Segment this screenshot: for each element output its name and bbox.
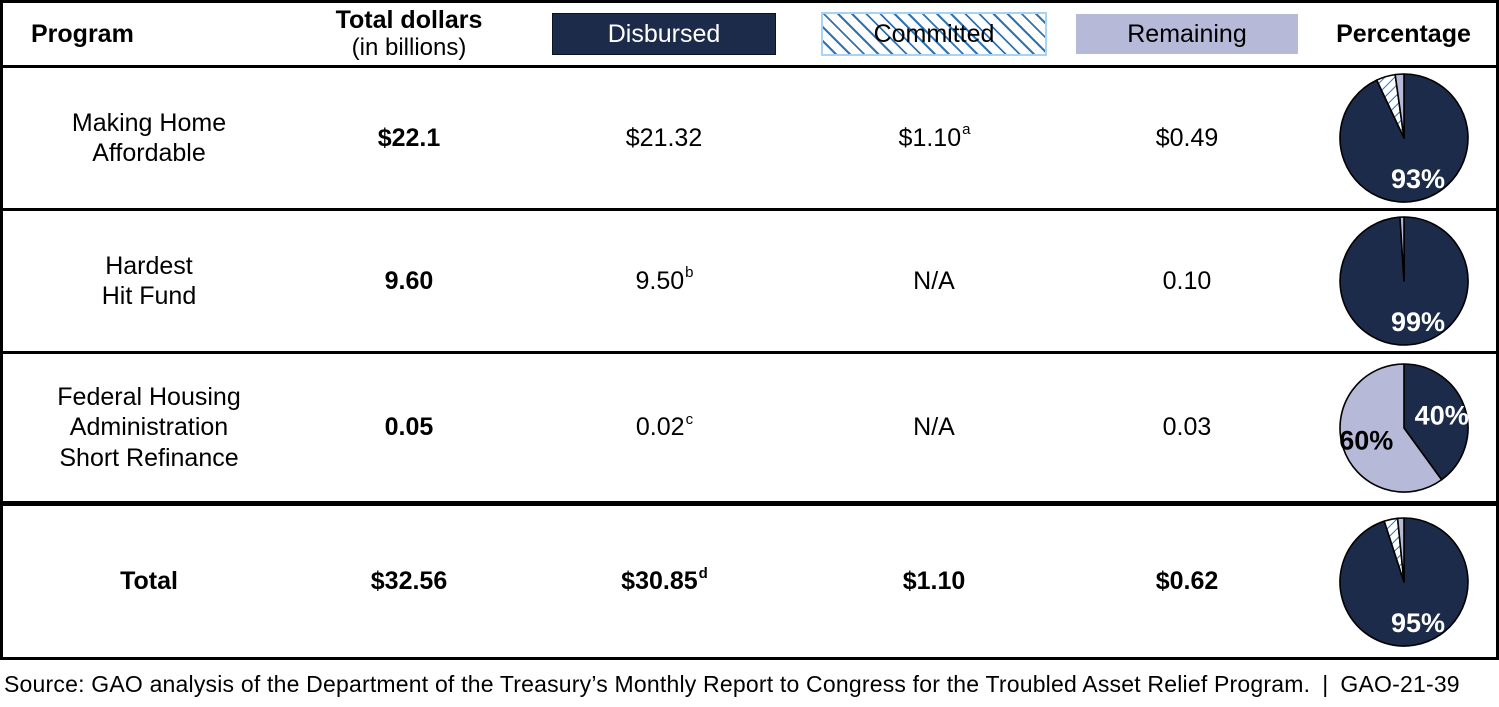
program-name: Total	[120, 567, 178, 596]
svg-text:40%: 40%	[1414, 400, 1468, 430]
footnote-marker: a	[962, 121, 971, 139]
total-dollars-value: 9.60	[384, 266, 434, 295]
program-name-line: Administration	[69, 413, 229, 442]
svg-text:93%: 93%	[1390, 164, 1444, 194]
housing-programs-table: Program Total dollars (in billions) Disb…	[0, 0, 1499, 660]
table-row-making-home-affordable: Making Home Affordable $22.1 $21.32 $1.1…	[3, 68, 1496, 211]
footnote-marker: b	[685, 264, 694, 282]
disbursed-label: Disbursed	[607, 19, 721, 48]
committed-legend-swatch: Committed	[821, 12, 1047, 56]
total-dollars-value: 0.05	[384, 413, 434, 442]
total-dollars-value: $32.56	[370, 567, 448, 596]
remaining-value: $0.49	[1155, 123, 1219, 152]
table-row-total: Total $32.56 $30.85d $1.10 $0.62 95%	[3, 501, 1496, 657]
column-header-total-dollars: Total dollars (in billions)	[295, 7, 523, 61]
column-header-disbursed: Disbursed	[523, 13, 805, 55]
disbursed-value: 9.50b	[635, 264, 694, 295]
remaining-value: 0.10	[1162, 266, 1212, 295]
total-dollars-label: Total dollars	[335, 6, 483, 35]
total-dollars-value: $22.1	[377, 123, 441, 152]
source-text: Source: GAO analysis of the Department o…	[4, 671, 1311, 697]
source-separator: |	[1322, 671, 1329, 697]
svg-text:60%: 60%	[1339, 425, 1393, 455]
percentage-cell: 99%	[1311, 211, 1496, 351]
disbursed-legend-swatch: Disbursed	[552, 13, 776, 55]
remaining-value: $0.62	[1155, 567, 1219, 596]
table-row-fha-short-refinance: Federal Housing Administration Short Ref…	[3, 354, 1496, 501]
column-header-percentage: Percentage	[1336, 19, 1471, 48]
committed-value: N/A	[913, 413, 955, 442]
remaining-legend-swatch: Remaining	[1076, 14, 1298, 54]
committed-value: N/A	[913, 266, 955, 295]
program-name-line: Federal Housing	[57, 382, 241, 411]
pie-svg: 93%	[1338, 73, 1469, 203]
percentage-cell: 95%	[1311, 512, 1496, 652]
disbursed-value: $30.85d	[621, 564, 708, 596]
footnote-marker: d	[698, 564, 708, 582]
pie-svg: 40% 60%	[1338, 362, 1469, 493]
program-name: Hardest Hit Fund	[3, 251, 295, 312]
pie-svg: 99%	[1338, 216, 1469, 346]
disbursed-value: $21.32	[625, 123, 703, 152]
pie-chart-fha-short-refinance: 40% 60%	[1334, 358, 1474, 498]
program-name-line: Hit Fund	[101, 282, 197, 310]
program-name: Making Home Affordable	[3, 108, 295, 169]
column-header-committed: Committed	[805, 12, 1063, 56]
program-name-line: Short Refinance	[59, 443, 239, 472]
svg-text:95%: 95%	[1390, 608, 1444, 638]
total-dollars-unit: (in billions)	[351, 33, 467, 61]
remaining-value: 0.03	[1162, 413, 1212, 442]
table-row-hardest-hit-fund: Hardest Hit Fund 9.60 9.50b N/A 0.10 99%	[3, 211, 1496, 354]
pie-chart-hardest-hit-fund: 99%	[1334, 211, 1474, 351]
percentage-cell: 40% 60%	[1311, 358, 1496, 498]
report-id: GAO-21-39	[1340, 671, 1460, 697]
program-name-line: Making Home	[71, 108, 227, 137]
committed-label: Committed	[873, 19, 995, 48]
program-name-line: Affordable	[92, 139, 206, 167]
source-note: Source: GAO analysis of the Department o…	[4, 671, 1496, 698]
percentage-cell: 93%	[1311, 68, 1496, 208]
remaining-label: Remaining	[1127, 19, 1247, 48]
pie-chart-total: 95%	[1334, 512, 1474, 652]
table-header-row: Program Total dollars (in billions) Disb…	[3, 3, 1496, 68]
pie-svg: 95%	[1338, 516, 1469, 647]
program-name-line: Hardest	[105, 251, 193, 280]
program-name: Federal Housing Administration Short Ref…	[3, 382, 295, 474]
pie-chart-making-home-affordable: 93%	[1334, 68, 1474, 208]
svg-text:99%: 99%	[1390, 307, 1444, 337]
committed-value: $1.10	[902, 567, 966, 596]
column-header-remaining: Remaining	[1063, 14, 1311, 54]
footnote-marker: c	[685, 410, 694, 428]
column-header-program: Program	[31, 19, 134, 48]
disbursed-value: 0.02c	[635, 410, 694, 442]
committed-value: $1.10a	[898, 121, 971, 152]
